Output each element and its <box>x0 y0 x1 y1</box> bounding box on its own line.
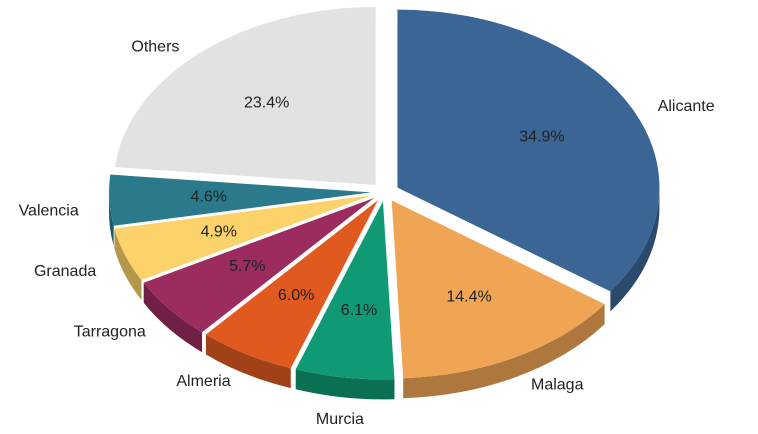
slice <box>205 200 378 369</box>
category-label: Almeria <box>176 373 230 390</box>
data-label: 5.7% <box>229 258 265 275</box>
slice <box>114 195 372 280</box>
data-label: 6.1% <box>341 302 377 319</box>
category-label: Malaga <box>531 376 584 393</box>
slice-side <box>205 334 291 389</box>
slice-side <box>295 369 395 400</box>
slice <box>391 200 605 379</box>
data-label: 6.0% <box>278 287 314 304</box>
category-label: Others <box>131 39 179 56</box>
slice-side <box>109 192 114 246</box>
data-label: 4.9% <box>201 223 237 240</box>
slice <box>295 201 395 380</box>
category-label: Granada <box>34 263 96 280</box>
data-label: 34.9% <box>519 128 564 145</box>
category-label: Tarragona <box>74 323 146 340</box>
category-label: Alicante <box>658 98 715 115</box>
data-label: 4.6% <box>190 188 226 205</box>
slice <box>397 9 660 292</box>
data-label: 23.4% <box>244 94 289 111</box>
slice <box>114 6 376 185</box>
slice-side <box>403 304 605 399</box>
category-label: Valencia <box>19 202 79 219</box>
slice <box>109 174 372 226</box>
pie-sides <box>109 187 660 400</box>
data-label: 14.4% <box>446 289 491 306</box>
pie-tops <box>109 6 660 380</box>
category-label: Murcia <box>316 411 364 428</box>
slice-side <box>114 228 142 300</box>
slice-side <box>610 187 660 312</box>
slice-side <box>143 282 203 353</box>
slice <box>143 197 375 333</box>
